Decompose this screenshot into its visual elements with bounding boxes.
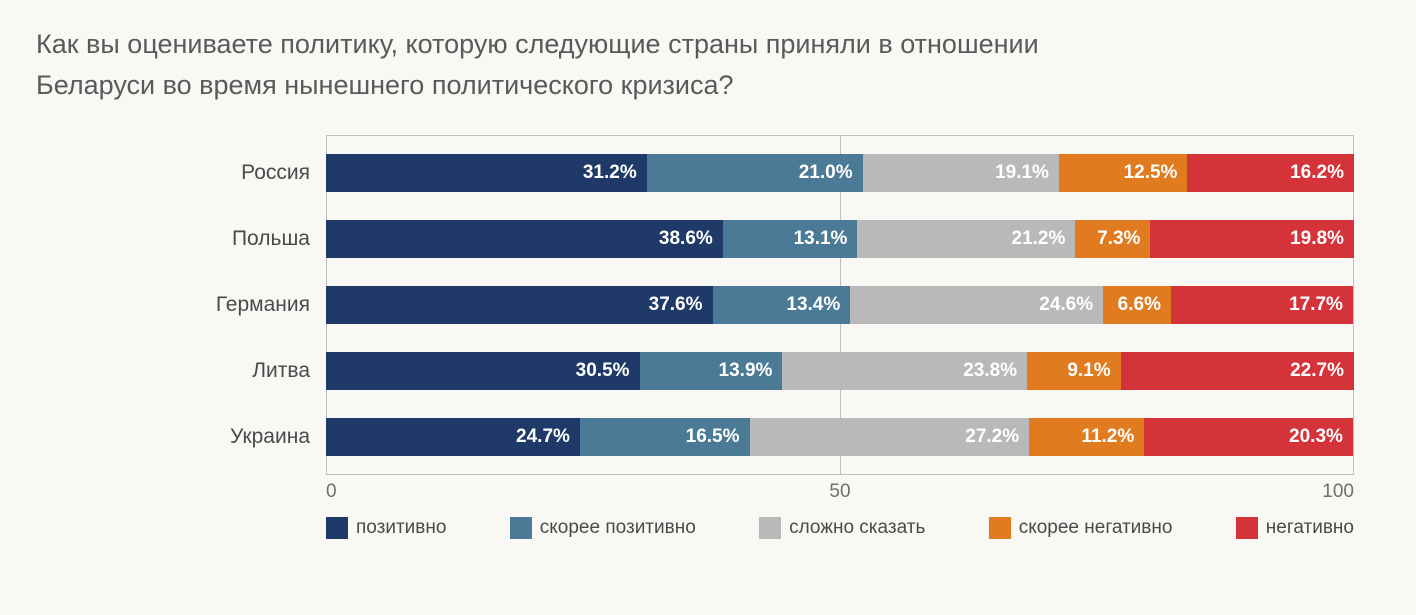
legend-item-negative: негативно [1236, 517, 1354, 539]
stacked-bar: 31.2% 21.0% 19.1% 12.5% 16.2% [326, 154, 1354, 192]
legend-item-hard-to-say: сложно сказать [759, 517, 925, 539]
bar-segment-rather-negative: 12.5% [1059, 154, 1188, 192]
category-label: Польша [232, 227, 326, 251]
legend-swatch [510, 517, 532, 539]
bar-segment-positive: 24.7% [326, 418, 580, 456]
legend-item-rather-negative: скорее негативно [989, 517, 1173, 539]
chart-legend: позитивно скорее позитивно сложно сказат… [326, 517, 1354, 539]
x-tick-100: 100 [1322, 481, 1354, 503]
chart-plot: Россия 31.2% 21.0% 19.1% 12.5% 16.2% Пол… [326, 135, 1354, 475]
bar-segment-positive: 30.5% [326, 352, 640, 390]
bar-segment-rather-negative: 11.2% [1029, 418, 1144, 456]
legend-label: скорее негативно [1019, 517, 1173, 539]
bar-segment-negative: 22.7% [1121, 352, 1354, 390]
legend-swatch [326, 517, 348, 539]
x-tick-50: 50 [829, 481, 850, 503]
bar-segment-rather-negative: 9.1% [1027, 352, 1121, 390]
x-axis: 0 50 100 [326, 475, 1354, 505]
bar-segment-rather-positive: 13.1% [723, 220, 858, 258]
bar-segment-rather-positive: 13.4% [713, 286, 851, 324]
stacked-bar: 30.5% 13.9% 23.8% 9.1% 22.7% [326, 352, 1354, 390]
stacked-bar: 24.7% 16.5% 27.2% 11.2% 20.3% [326, 418, 1354, 456]
chart-container: Как вы оцениваете политику, которую след… [0, 0, 1416, 559]
bar-row: Литва 30.5% 13.9% 23.8% 9.1% 22.7% [326, 346, 1354, 396]
legend-swatch [1236, 517, 1258, 539]
bar-segment-hard-to-say: 21.2% [857, 220, 1075, 258]
legend-swatch [759, 517, 781, 539]
bar-segment-positive: 37.6% [326, 286, 713, 324]
bar-segment-hard-to-say: 27.2% [750, 418, 1030, 456]
bar-segment-rather-positive: 16.5% [580, 418, 750, 456]
legend-label: сложно сказать [789, 517, 925, 539]
bar-segment-rather-negative: 7.3% [1075, 220, 1150, 258]
category-label: Украина [230, 425, 326, 449]
legend-item-rather-positive: скорее позитивно [510, 517, 696, 539]
bar-row: Германия 37.6% 13.4% 24.6% 6.6% 17.7% [326, 280, 1354, 330]
category-label: Россия [241, 161, 326, 185]
x-tick-0: 0 [326, 481, 337, 503]
category-label: Литва [252, 359, 326, 383]
bar-segment-rather-negative: 6.6% [1103, 286, 1171, 324]
bar-row: Россия 31.2% 21.0% 19.1% 12.5% 16.2% [326, 148, 1354, 198]
bar-segment-positive: 31.2% [326, 154, 647, 192]
legend-label: позитивно [356, 517, 446, 539]
bar-segment-negative: 16.2% [1187, 154, 1354, 192]
bar-row: Польша 38.6% 13.1% 21.2% 7.3% 19.8% [326, 214, 1354, 264]
stacked-bar: 37.6% 13.4% 24.6% 6.6% 17.7% [326, 286, 1354, 324]
bar-segment-hard-to-say: 23.8% [782, 352, 1027, 390]
bar-segment-hard-to-say: 24.6% [850, 286, 1103, 324]
legend-label: негативно [1266, 517, 1354, 539]
category-label: Германия [216, 293, 326, 317]
stacked-bar: 38.6% 13.1% 21.2% 7.3% 19.8% [326, 220, 1354, 258]
bar-segment-negative: 20.3% [1144, 418, 1353, 456]
bar-segment-negative: 19.8% [1150, 220, 1354, 258]
chart-plot-area: Россия 31.2% 21.0% 19.1% 12.5% 16.2% Пол… [326, 135, 1354, 505]
legend-label: скорее позитивно [540, 517, 696, 539]
bar-row: Украина 24.7% 16.5% 27.2% 11.2% 20.3% [326, 412, 1354, 462]
legend-swatch [989, 517, 1011, 539]
bar-segment-rather-positive: 13.9% [640, 352, 783, 390]
bar-segment-rather-positive: 21.0% [647, 154, 863, 192]
legend-item-positive: позитивно [326, 517, 446, 539]
bar-segment-positive: 38.6% [326, 220, 723, 258]
chart-title: Как вы оцениваете политику, которую след… [36, 24, 1136, 105]
bar-segment-hard-to-say: 19.1% [863, 154, 1059, 192]
bar-segment-negative: 17.7% [1171, 286, 1353, 324]
